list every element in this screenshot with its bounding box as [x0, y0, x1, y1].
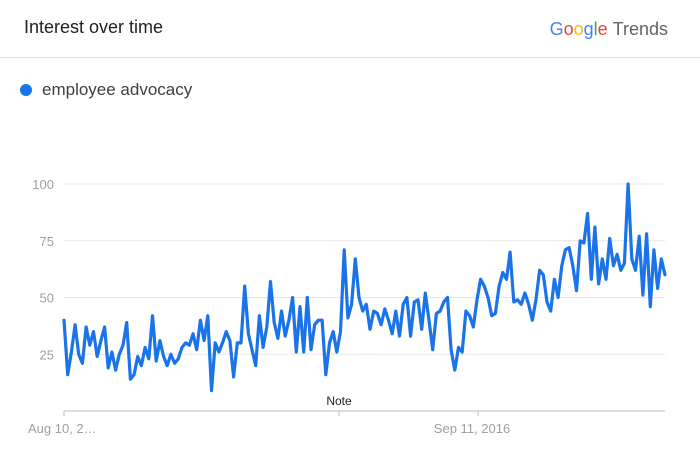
brand-letter: e	[597, 19, 608, 39]
google-wordmark: Google	[550, 19, 608, 40]
x-tick-label: Aug 10, 2…	[28, 421, 97, 436]
y-tick-label: 100	[32, 177, 54, 192]
brand-letter: o	[563, 19, 574, 39]
brand-letter: g	[583, 19, 594, 39]
google-trends-logo[interactable]: Google Trends	[550, 19, 668, 40]
chart-title: Interest over time	[24, 17, 164, 37]
legend-label: employee advocacy	[42, 80, 193, 99]
trends-wordmark: Trends	[612, 19, 668, 39]
note-annotation[interactable]: Note	[326, 394, 352, 408]
legend-dot-icon	[20, 84, 32, 96]
chart-legend[interactable]: employee advocacy	[20, 80, 192, 100]
brand-letter: G	[549, 19, 564, 39]
y-tick-label: 25	[40, 347, 54, 362]
y-tick-label: 75	[40, 234, 54, 249]
x-tick-label: Sep 11, 2016	[434, 421, 510, 436]
y-tick-label: 50	[40, 291, 54, 306]
chart-header: Interest over time Google Trends	[0, 0, 700, 58]
series-line-employee-advocacy	[62, 182, 667, 393]
brand-letter: o	[573, 19, 584, 39]
brand-letter: l	[593, 19, 598, 39]
